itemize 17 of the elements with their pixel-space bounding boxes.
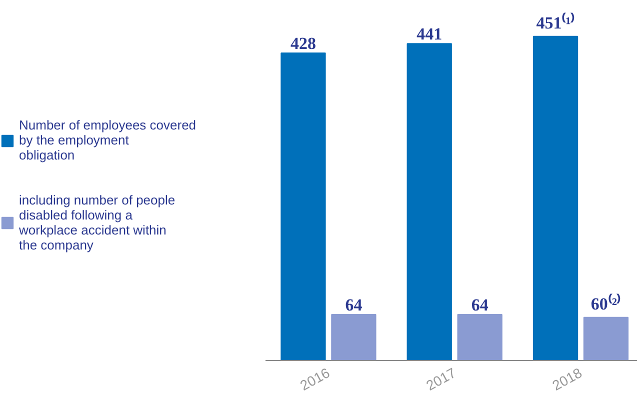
bar [406, 43, 452, 360]
bar [457, 314, 502, 360]
bar [532, 36, 578, 360]
bar [280, 52, 326, 360]
x-tick-label: 2018 [550, 364, 585, 394]
data-label: 64 [345, 296, 363, 315]
bar [583, 316, 629, 360]
data-label: 60⁽²⁾ [590, 293, 622, 314]
legend-label: Number of employees covered by the employment obligation [19, 118, 196, 162]
data-label: 441 [416, 24, 442, 44]
data-label: 428 [290, 34, 316, 53]
data-label: 451⁽¹⁾ [536, 12, 575, 32]
x-tick-label: 2017 [423, 364, 459, 394]
x-tick-label: 2016 [297, 364, 332, 394]
legend-label: including number of people disabled following a workplace accident within the company [19, 192, 176, 252]
data-label: 64 [471, 296, 489, 315]
bar [331, 314, 376, 360]
